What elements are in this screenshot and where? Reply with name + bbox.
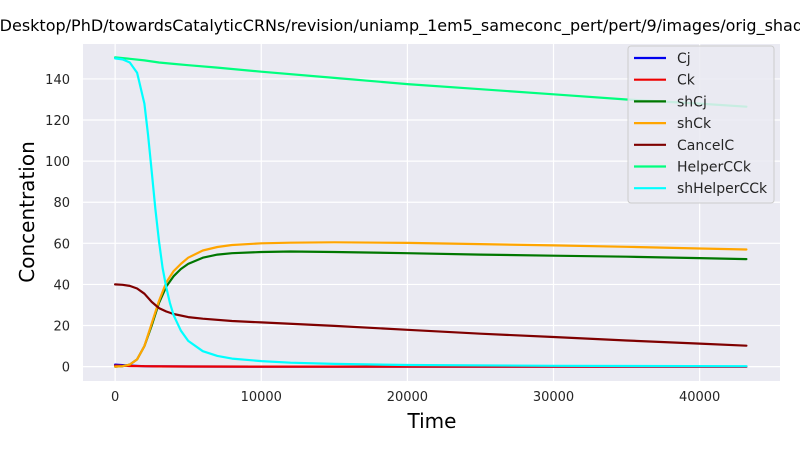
x-tick-labels: 0 10000 20000 30000 40000: [111, 390, 720, 405]
legend-entry: shCj: [677, 94, 707, 110]
x-tick-label: 10000: [241, 390, 282, 405]
x-tick-label: 30000: [533, 390, 574, 405]
y-tick-label: 60: [53, 237, 70, 252]
y-tick-label: 140: [45, 73, 70, 88]
y-axis-label: Concentration: [15, 141, 39, 282]
legend-entry: CancelC: [677, 138, 734, 154]
x-tick-label: 20000: [387, 390, 428, 405]
series-line-shck: [113, 241, 748, 368]
legend: Cj Ck shCj shCk CancelC HelperCCk shHelperCCk: [627, 45, 775, 204]
y-tick-label: 100: [45, 155, 70, 170]
y-tick-labels: 0 20 40 60 80 100 120 140: [45, 73, 70, 376]
legend-entry: shCk: [677, 116, 712, 132]
x-tick-label: 0: [111, 390, 119, 405]
series-lines: [113, 56, 748, 368]
y-tick-label: 120: [45, 114, 70, 129]
series-line-cancelc: [113, 283, 748, 347]
series-line-helpercck: [113, 56, 748, 108]
legend-entry: Cj: [677, 51, 691, 67]
legend-entry: HelperCCk: [677, 160, 752, 176]
legend-box: [627, 45, 775, 204]
y-tick-label: 80: [53, 196, 70, 211]
legend-entry: shHelperCCk: [677, 181, 768, 197]
y-tick-label: 40: [53, 278, 70, 293]
series-line-shhelpercck: [113, 57, 748, 368]
y-tick-label: 0: [62, 361, 70, 376]
x-tick-label: 40000: [679, 390, 720, 405]
y-tick-label: 20: [53, 320, 70, 335]
chart-title: ajiv/Desktop/PhD/towardsCatalyticCRNs/re…: [0, 16, 800, 36]
legend-entry: Ck: [677, 73, 696, 89]
x-axis-label: Time: [407, 409, 457, 433]
